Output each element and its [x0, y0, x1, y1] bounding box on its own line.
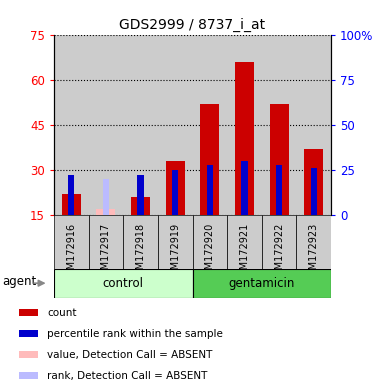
Bar	[103, 179, 109, 215]
Bar	[19, 351, 38, 358]
Bar	[227, 215, 262, 269]
Bar	[227, 35, 262, 215]
Text: GSM172922: GSM172922	[274, 223, 284, 283]
Bar	[131, 197, 150, 215]
Bar	[296, 35, 331, 215]
Bar	[137, 175, 144, 215]
Text: gentamicin: gentamicin	[229, 277, 295, 290]
Bar	[89, 215, 123, 269]
Text: agent: agent	[3, 275, 37, 288]
Text: GSM172923: GSM172923	[309, 223, 319, 282]
Bar	[311, 168, 317, 215]
Bar	[123, 215, 158, 269]
Bar	[54, 215, 89, 269]
Bar	[54, 35, 89, 215]
Text: GSM172918: GSM172918	[136, 223, 146, 282]
Text: count: count	[47, 308, 77, 318]
Bar	[158, 35, 192, 215]
Text: percentile rank within the sample: percentile rank within the sample	[47, 329, 223, 339]
Bar	[192, 269, 331, 298]
Bar	[158, 215, 192, 269]
Bar	[192, 35, 227, 215]
Text: GSM172919: GSM172919	[170, 223, 180, 282]
Bar	[192, 215, 227, 269]
Bar	[19, 372, 38, 379]
Bar	[296, 215, 331, 269]
Text: GSM172920: GSM172920	[205, 223, 215, 282]
Text: GSM172921: GSM172921	[239, 223, 249, 282]
Bar	[262, 35, 296, 215]
Bar	[19, 329, 38, 337]
Bar	[276, 164, 282, 215]
Bar	[207, 164, 213, 215]
Bar	[304, 149, 323, 215]
Bar	[166, 161, 185, 215]
Bar	[19, 309, 38, 316]
Bar	[96, 209, 116, 215]
Text: GSM172916: GSM172916	[66, 223, 76, 282]
Bar	[89, 35, 123, 215]
Bar	[54, 269, 192, 298]
Bar	[241, 161, 248, 215]
Bar	[62, 194, 81, 215]
Bar	[270, 104, 289, 215]
Bar	[262, 215, 296, 269]
Title: GDS2999 / 8737_i_at: GDS2999 / 8737_i_at	[119, 18, 266, 32]
Bar	[235, 62, 254, 215]
Text: value, Detection Call = ABSENT: value, Detection Call = ABSENT	[47, 349, 213, 360]
Bar	[172, 170, 178, 215]
Text: GSM172917: GSM172917	[101, 223, 111, 282]
Bar	[68, 175, 74, 215]
Text: rank, Detection Call = ABSENT: rank, Detection Call = ABSENT	[47, 371, 208, 381]
Bar	[200, 104, 219, 215]
Bar	[123, 35, 158, 215]
Text: control: control	[103, 277, 144, 290]
